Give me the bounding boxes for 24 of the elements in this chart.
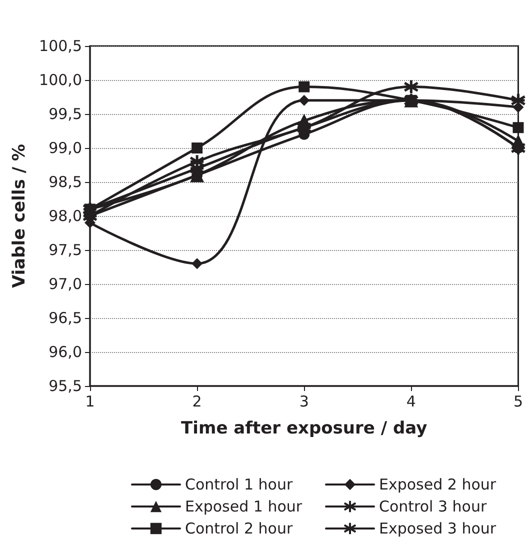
y-tick-label: 97,0 bbox=[48, 275, 82, 293]
y-tick-label: 98,0 bbox=[48, 207, 82, 225]
legend-label: Exposed 1 hour bbox=[185, 498, 303, 516]
x-tick-label: 1 bbox=[85, 392, 95, 410]
x-tick-label: 3 bbox=[299, 392, 309, 410]
x-tick-label: 2 bbox=[192, 392, 202, 410]
x-tick-label: 5 bbox=[513, 392, 523, 410]
legend-label: Control 3 hour bbox=[379, 498, 488, 516]
y-tick-label: 96,0 bbox=[48, 343, 82, 361]
y-tick-label: 99,5 bbox=[48, 105, 82, 123]
x-tick-label: 4 bbox=[406, 392, 416, 410]
y-tick-label: 100,5 bbox=[39, 37, 82, 55]
y-axis-title: Viable cells / % bbox=[10, 144, 30, 288]
legend-label: Control 2 hour bbox=[185, 520, 294, 538]
y-tick-label: 98,5 bbox=[48, 173, 82, 191]
y-tick-label: 97,5 bbox=[48, 241, 82, 259]
y-tick-label: 95,5 bbox=[48, 377, 82, 395]
x-axis-title: Time after exposure / day bbox=[181, 418, 428, 438]
y-tick-label: 100,0 bbox=[39, 71, 82, 89]
y-tick-label: 99,0 bbox=[48, 139, 82, 157]
legend-label: Exposed 2 hour bbox=[379, 476, 497, 494]
legend-label: Exposed 3 hour bbox=[379, 520, 497, 538]
y-tick-label: 96,5 bbox=[48, 309, 82, 327]
legend-label: Control 1 hour bbox=[185, 476, 294, 494]
